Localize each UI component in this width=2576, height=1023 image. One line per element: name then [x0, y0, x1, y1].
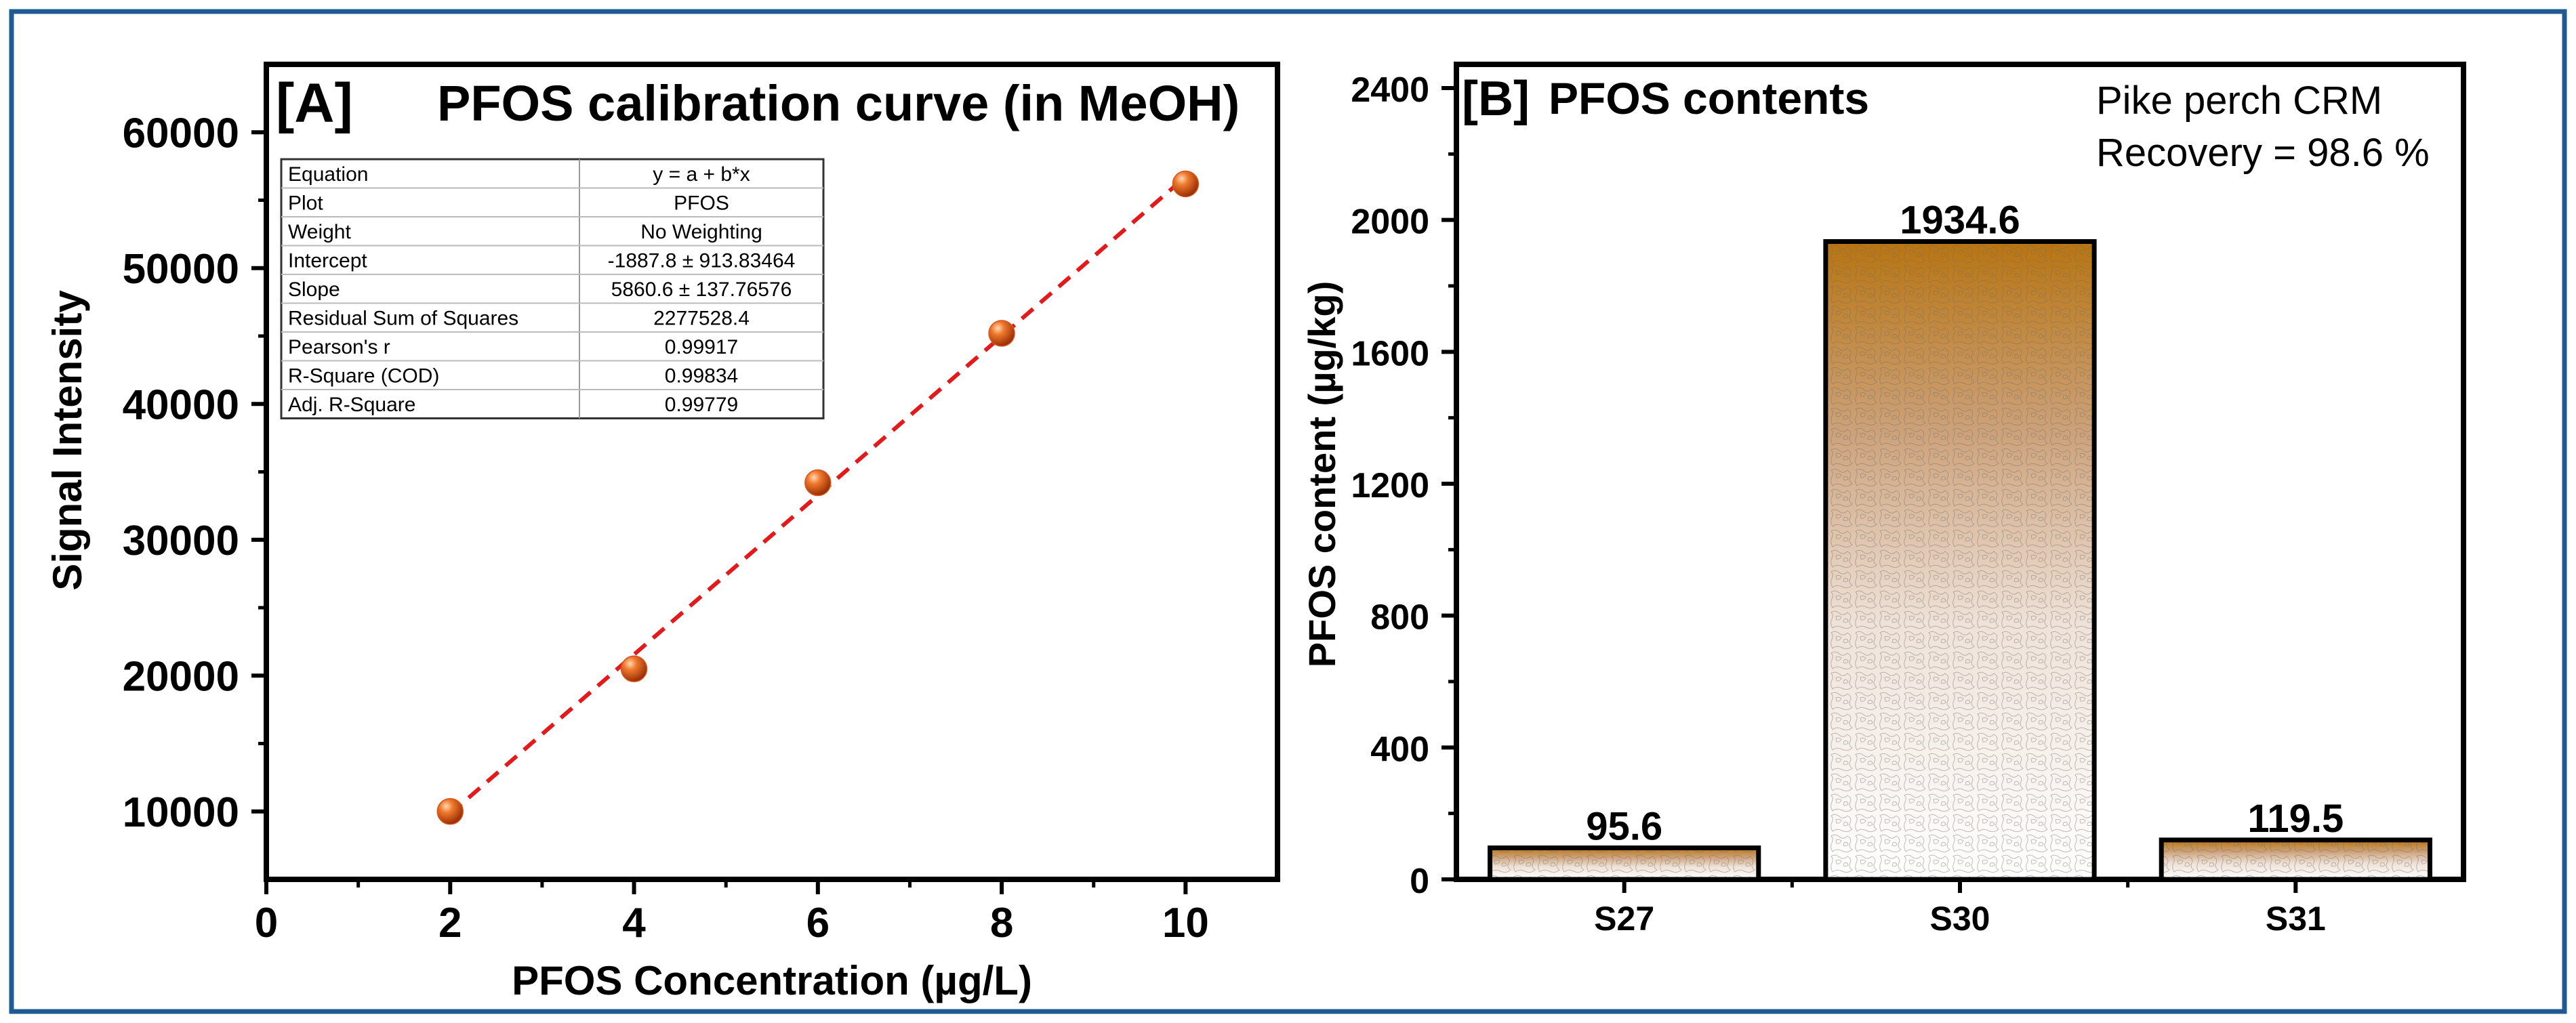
y-tick-label: 50000 — [123, 246, 239, 293]
fit-table-param-value: 0.99779 — [665, 394, 738, 416]
bar-texture — [1490, 848, 1759, 879]
regression-fit-line — [449, 175, 1187, 816]
y-tick-label: 400 — [1370, 730, 1429, 769]
panel-a-y-axis-label: Signal Intensity — [45, 290, 90, 591]
fit-table-param-name: R-Square (COD) — [288, 365, 439, 388]
fit-table-param-name: Slope — [288, 278, 340, 301]
panel-a-title: PFOS calibration curve (in MeOH) — [437, 75, 1240, 131]
y-tick-label: 2000 — [1351, 203, 1429, 242]
panel-a-fit-line-group — [449, 175, 1187, 816]
panel-a-y-ticks: 10000 20000 30000 40000 50000 60000 — [123, 110, 266, 836]
fit-parameters-table: Equation y = a + b*x Plot PFOS Weight No Weig… — [280, 158, 825, 419]
panel-b-annotation-line-2: Recovery = 98.6 % — [2096, 131, 2430, 175]
fit-table-param-name: Intercept — [288, 250, 367, 272]
x-tick-label: 2 — [438, 900, 462, 946]
panel-a: [A] PFOS calibration curve (in MeOH) 0 2 4… — [45, 62, 1280, 1003]
x-tick-label: 4 — [622, 900, 646, 946]
fit-table-border — [280, 158, 825, 419]
panel-a-x-axis-label: PFOS Concentration (µg/L) — [512, 958, 1032, 1003]
y-tick-label: 1200 — [1351, 466, 1429, 505]
panel-b-annotation-line-1: Pike perch CRM — [2096, 79, 2382, 123]
panel-b-label: [B] — [1462, 72, 1530, 126]
calibration-data-point — [988, 320, 1015, 347]
calibration-data-point — [804, 469, 832, 497]
x-tick-label: 6 — [806, 900, 830, 946]
y-tick-label: 10000 — [123, 789, 239, 836]
panel-b-bars: 95.6 S27 1934.6 S30 119.5 S31 — [1488, 198, 2432, 938]
fit-table-param-value: PFOS — [674, 192, 729, 215]
x-tick-label: 0 — [255, 900, 278, 946]
x-tick-label: S30 — [1930, 900, 1990, 938]
panel-b-y-ticks: 0 400 800 1200 1600 2000 2400 — [1351, 70, 1456, 901]
fit-table-param-name: Equation — [288, 163, 368, 186]
y-tick-label: 2400 — [1351, 70, 1429, 110]
fit-table-param-name: Residual Sum of Squares — [288, 308, 518, 330]
bar-texture — [1825, 241, 2095, 880]
panel-b-title: PFOS contents — [1549, 73, 1869, 123]
fit-table-param-value: 5860.6 ± 137.76576 — [611, 278, 792, 301]
x-tick-label: 10 — [1162, 900, 1209, 946]
calibration-data-point — [436, 798, 464, 825]
bar-value-label: 119.5 — [2247, 797, 2344, 841]
panel-b: [B] PFOS contents Pike perch CRM Recover… — [1301, 62, 2466, 938]
fit-table-param-name: Plot — [288, 192, 323, 215]
panel-a-label: [A] — [276, 72, 353, 134]
fit-table-param-value: 2277528.4 — [653, 308, 750, 330]
calibration-data-point — [620, 655, 648, 682]
x-tick-label: S27 — [1594, 900, 1654, 938]
figure-border — [9, 9, 2567, 1014]
bar-texture — [2161, 839, 2430, 879]
y-tick-label: 0 — [1410, 862, 1429, 901]
fit-table-param-value: y = a + b*x — [653, 163, 750, 186]
fit-table-param-value: 0.99917 — [665, 336, 738, 358]
fit-table-param-name: Adj. R-Square — [288, 394, 415, 416]
y-tick-label: 1600 — [1351, 334, 1429, 373]
y-tick-label: 40000 — [123, 381, 239, 428]
fit-table-param-value: No Weighting — [640, 221, 762, 243]
fit-table-param-name: Pearson's r — [288, 336, 390, 358]
fit-table-param-value: -1887.8 ± 913.83464 — [608, 250, 796, 272]
bar-group-s30: 1934.6 S30 — [1823, 198, 2130, 938]
panel-b-y-axis-label: PFOS content (µg/kg) — [1301, 281, 1343, 667]
y-tick-label: 800 — [1370, 598, 1429, 638]
bar-value-label: 95.6 — [1586, 804, 1662, 848]
y-tick-label: 60000 — [123, 110, 239, 156]
fit-table-param-value: 0.99834 — [665, 365, 738, 388]
calibration-data-point — [1172, 170, 1200, 198]
panel-a-x-ticks: 0 2 4 6 8 10 — [255, 879, 1209, 946]
y-tick-label: 30000 — [123, 518, 239, 564]
x-tick-label: 8 — [990, 900, 1013, 946]
x-tick-label: S31 — [2266, 900, 2326, 938]
panel-a-data-points — [436, 170, 1200, 825]
bar-value-label: 1934.6 — [1900, 198, 2020, 242]
y-tick-label: 20000 — [123, 653, 239, 700]
bar-group-s27: 95.6 S27 — [1488, 804, 1794, 938]
fit-table-param-name: Weight — [288, 221, 351, 243]
bar-group-s31: 119.5 S31 — [2159, 797, 2432, 938]
